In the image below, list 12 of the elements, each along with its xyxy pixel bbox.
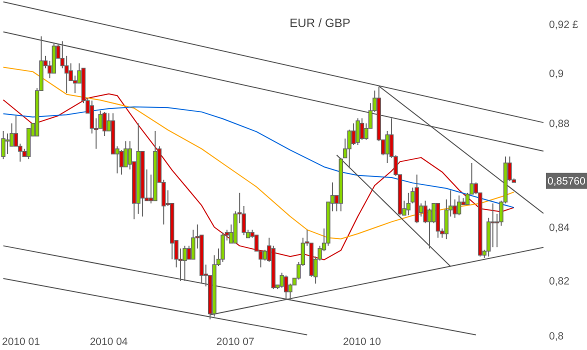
y-tick-label: 0,82 xyxy=(549,276,570,288)
y-tick-label: 0,9 xyxy=(549,68,564,80)
y-tick-label: 0,84 xyxy=(549,222,570,234)
x-tick-label: 2010 10 xyxy=(343,336,382,348)
annotation: 0,85760 xyxy=(548,176,586,188)
y-tick-label: 0,92 £ xyxy=(549,18,578,31)
x-tick-label: 2010 04 xyxy=(90,336,128,348)
x-tick-label: 2010 01 xyxy=(2,336,40,348)
x-tick-label: 2010 07 xyxy=(216,336,255,348)
y-tick-label: 0,8 xyxy=(549,330,564,343)
text: EUR / GBP xyxy=(290,16,350,30)
y-tick-label: 0,88 xyxy=(549,118,570,130)
